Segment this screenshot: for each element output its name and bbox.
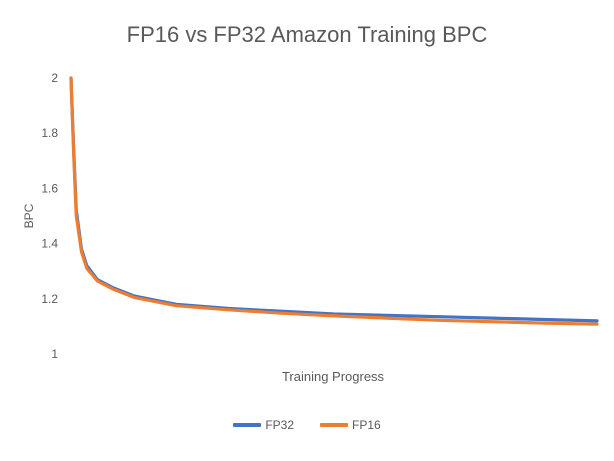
y-tick-label: 1.2 xyxy=(41,292,58,306)
legend: FP32 FP16 xyxy=(0,418,614,432)
y-axis-ticks: 1 1.2 1.4 1.6 1.8 2 xyxy=(41,71,58,361)
legend-label-fp16: FP16 xyxy=(352,418,381,432)
y-tick-label: 1.6 xyxy=(41,181,58,195)
legend-item-fp32: FP32 xyxy=(233,418,294,432)
x-axis-label: Training Progress xyxy=(282,369,385,384)
y-tick-label: 1 xyxy=(51,347,58,361)
y-axis-label: BPC xyxy=(22,203,36,228)
y-tick-label: 1.4 xyxy=(41,237,58,251)
legend-item-fp16: FP16 xyxy=(320,418,381,432)
legend-label-fp32: FP32 xyxy=(265,418,294,432)
series-line-fp32 xyxy=(69,76,599,323)
series-line-fp16 xyxy=(69,76,599,326)
legend-swatch-fp16 xyxy=(320,423,348,427)
chart-title: FP16 vs FP32 Amazon Training BPC xyxy=(126,22,488,47)
y-tick-label: 1.8 xyxy=(41,126,58,140)
y-tick-label: 2 xyxy=(51,71,58,85)
legend-swatch-fp32 xyxy=(233,423,262,427)
series-layer xyxy=(69,76,599,326)
